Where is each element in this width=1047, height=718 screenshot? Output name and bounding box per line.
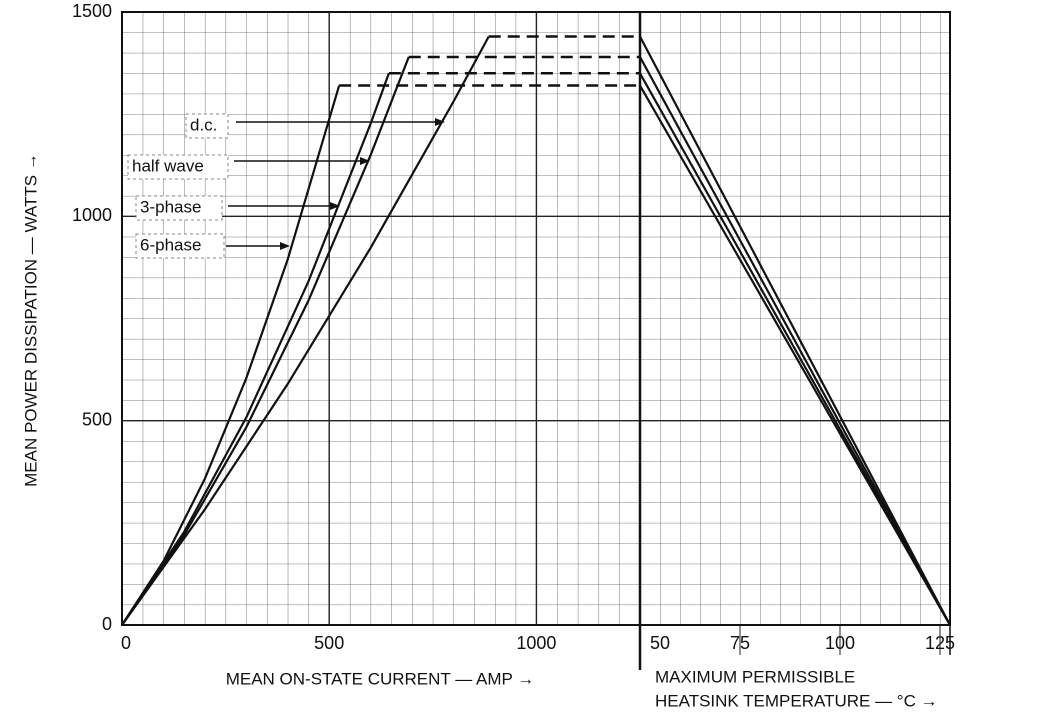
label-box	[127, 154, 229, 180]
x-axis-label: MEAN ON-STATE CURRENT — AMP →	[226, 669, 535, 688]
series-label: 3-phase	[140, 197, 201, 216]
arrow-head	[435, 118, 445, 126]
x-tick-label: 500	[314, 633, 344, 653]
plot-frame	[121, 11, 951, 626]
series-label: d.c.	[190, 115, 217, 134]
label-box	[135, 233, 225, 259]
arrow-head	[330, 202, 340, 210]
x-tick-label: 50	[650, 633, 670, 653]
arrow-head	[360, 157, 370, 165]
y-tick-label: 1500	[72, 1, 112, 21]
series-line	[639, 36, 951, 626]
series-label: 6-phase	[140, 235, 201, 254]
label-box	[135, 195, 223, 221]
fine-grid	[640, 12, 950, 625]
series-line	[639, 72, 951, 626]
x-axis-label: MAXIMUM PERMISSIBLE	[655, 667, 855, 686]
series-line	[121, 72, 390, 626]
arrow-head	[280, 242, 290, 250]
y-tick-label: 500	[82, 409, 112, 429]
series-label: half wave	[132, 156, 204, 175]
series-line	[121, 35, 490, 626]
x-tick-label: 0	[121, 633, 131, 653]
y-tick-label: 0	[102, 614, 112, 634]
x-tick-label: 1000	[516, 633, 556, 653]
label-box	[185, 113, 229, 139]
y-tick-label: 1000	[72, 205, 112, 225]
fine-grid	[122, 12, 640, 625]
x-axis-label: HEATSINK TEMPERATURE — °C →	[655, 691, 938, 710]
series-line	[121, 56, 410, 626]
series-line	[639, 56, 951, 626]
y-axis-label: MEAN POWER DISSIPATION — WATTS →	[21, 153, 40, 487]
